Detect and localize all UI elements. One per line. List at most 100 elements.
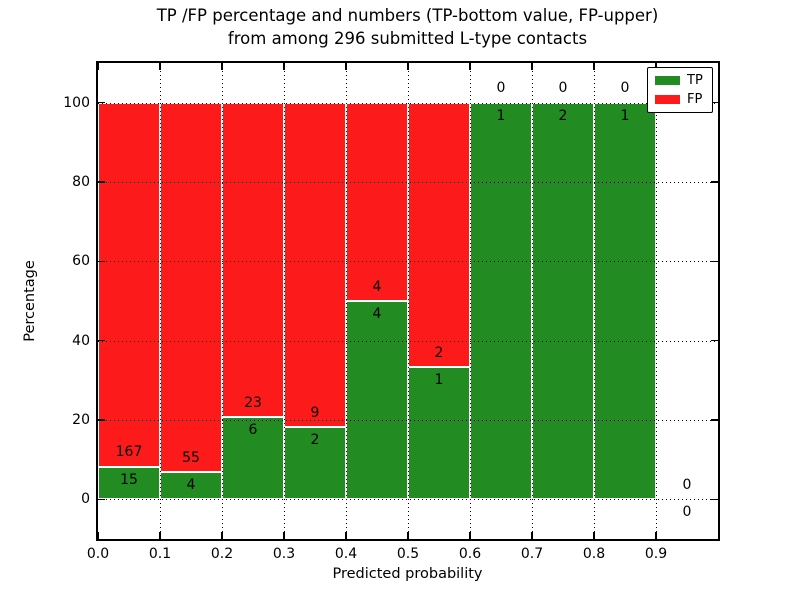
- bar-segment-tp: [470, 102, 532, 500]
- legend-box: TP FP: [647, 67, 713, 113]
- legend-label: FP: [687, 92, 703, 107]
- x-tick-mark-top: [97, 63, 99, 70]
- tp-count-label: 1: [496, 107, 506, 124]
- y-tick-mark-right: [711, 339, 718, 342]
- bar-segment-fp: [346, 102, 408, 301]
- chart-title-line2: from among 296 submitted L-type contacts: [227, 28, 588, 48]
- fp-count-label: 23: [244, 394, 262, 411]
- x-tick-mark-top: [221, 63, 223, 70]
- x-tick-label: 0.2: [210, 546, 234, 562]
- x-tick-mark: [469, 532, 471, 539]
- y-tick-label: 60: [72, 253, 90, 270]
- plot-area: 167 15 55 4 23 6 9 2 4 4 2 1 0 1 0 2 0 1 0 0: [96, 61, 720, 541]
- y-tick-mark: [98, 498, 105, 501]
- bar-segment-tp: [594, 102, 656, 500]
- tp-count-label: 1: [434, 372, 444, 389]
- x-tick-label: 0.5: [396, 546, 420, 562]
- fp-count-label: 167: [115, 444, 143, 461]
- fp-count-label: 55: [182, 449, 200, 466]
- tp-count-label: 1: [620, 107, 630, 124]
- tp-count-label: 4: [372, 306, 382, 322]
- gridline-vertical: [594, 63, 595, 539]
- x-tick-label: 0.9: [644, 546, 668, 562]
- x-axis-label: Predicted probability: [332, 566, 483, 582]
- y-tick-mark-right: [711, 419, 718, 421]
- x-tick-mark: [407, 532, 409, 539]
- fp-count-label: 2: [434, 344, 444, 361]
- bar-segment-fp: [408, 102, 470, 368]
- bar-segment-fp: [284, 102, 346, 428]
- x-tick-label: 0.3: [272, 546, 296, 562]
- y-tick-mark-right: [711, 181, 718, 183]
- bar-segment-tp: [284, 427, 346, 500]
- y-tick-mark-right: [711, 498, 718, 501]
- x-tick-label: 0.6: [458, 546, 482, 562]
- tp-count-label: 15: [120, 471, 138, 488]
- legend-swatch-tp: [655, 76, 680, 85]
- bar-segment-tp: [160, 472, 222, 500]
- x-tick-mark-top: [655, 63, 657, 70]
- x-tick-mark-top: [345, 63, 347, 70]
- tp-count-label: 0: [682, 504, 692, 521]
- gridline-vertical: [346, 63, 347, 539]
- x-tick-mark: [655, 532, 657, 539]
- x-tick-mark-top: [159, 63, 161, 70]
- tp-count-label: 2: [558, 107, 568, 124]
- y-axis-label: Percentage: [22, 260, 38, 342]
- chart-title-line1: TP /FP percentage and numbers (TP-bottom…: [156, 6, 659, 25]
- x-tick-mark: [531, 532, 533, 539]
- y-tick-mark: [98, 101, 105, 104]
- tp-count-label: 4: [186, 477, 196, 494]
- x-tick-mark: [221, 532, 223, 539]
- y-tick-label: 0: [81, 491, 90, 508]
- gridline-vertical: [656, 63, 657, 539]
- fp-count-label: 0: [682, 476, 692, 493]
- y-tick-label: 80: [72, 174, 90, 190]
- fp-count-label: 0: [620, 80, 630, 97]
- y-tick-mark: [98, 181, 105, 183]
- bar-segment-fp: [98, 102, 160, 467]
- bar-segment-fp: [160, 102, 222, 473]
- tp-count-label: 6: [248, 422, 258, 439]
- y-tick-mark-right: [711, 260, 718, 263]
- bar-segment-tp: [346, 301, 408, 500]
- x-tick-mark-top: [407, 63, 409, 70]
- y-tick-label: 40: [72, 332, 90, 349]
- x-tick-mark: [97, 532, 99, 539]
- fp-count-label: 0: [558, 80, 568, 97]
- y-tick-mark-right: [711, 101, 718, 104]
- y-tick-label: 100: [63, 94, 90, 111]
- x-tick-label: 0.0: [86, 546, 110, 562]
- x-tick-label: 0.7: [520, 546, 544, 562]
- legend-label: TP: [687, 73, 703, 88]
- gridline-vertical: [160, 63, 161, 539]
- chart-title: TP /FP percentage and numbers (TP-bottom…: [97, 5, 718, 50]
- legend-entry-fp: FP: [655, 93, 705, 106]
- x-tick-label: 0.1: [148, 546, 172, 562]
- tp-count-label: 2: [310, 432, 320, 449]
- x-tick-mark: [283, 532, 285, 539]
- plot-inner: 167 15 55 4 23 6 9 2 4 4 2 1 0 1 0 2 0 1 0 0: [97, 63, 718, 539]
- x-tick-mark: [345, 532, 347, 539]
- x-tick-label: 0.4: [334, 546, 358, 562]
- gridline-vertical: [470, 63, 471, 539]
- y-tick-label: 20: [72, 412, 90, 428]
- x-tick-mark-top: [531, 63, 533, 70]
- x-tick-mark-top: [593, 63, 595, 70]
- x-tick-label: 0.8: [582, 546, 606, 562]
- gridline-vertical: [222, 63, 223, 539]
- fp-count-label: 0: [496, 80, 506, 97]
- fp-count-label: 4: [372, 278, 382, 295]
- y-tick-mark: [98, 339, 105, 342]
- y-tick-mark: [98, 419, 105, 421]
- bar-segment-tp: [532, 102, 594, 500]
- gridline-vertical: [284, 63, 285, 539]
- gridline-vertical: [408, 63, 409, 539]
- fp-count-label: 9: [310, 404, 320, 421]
- x-tick-mark-top: [469, 63, 471, 70]
- x-tick-mark-top: [283, 63, 285, 70]
- x-tick-mark: [593, 532, 595, 539]
- legend-swatch-fp: [655, 95, 680, 104]
- y-tick-mark: [98, 260, 105, 263]
